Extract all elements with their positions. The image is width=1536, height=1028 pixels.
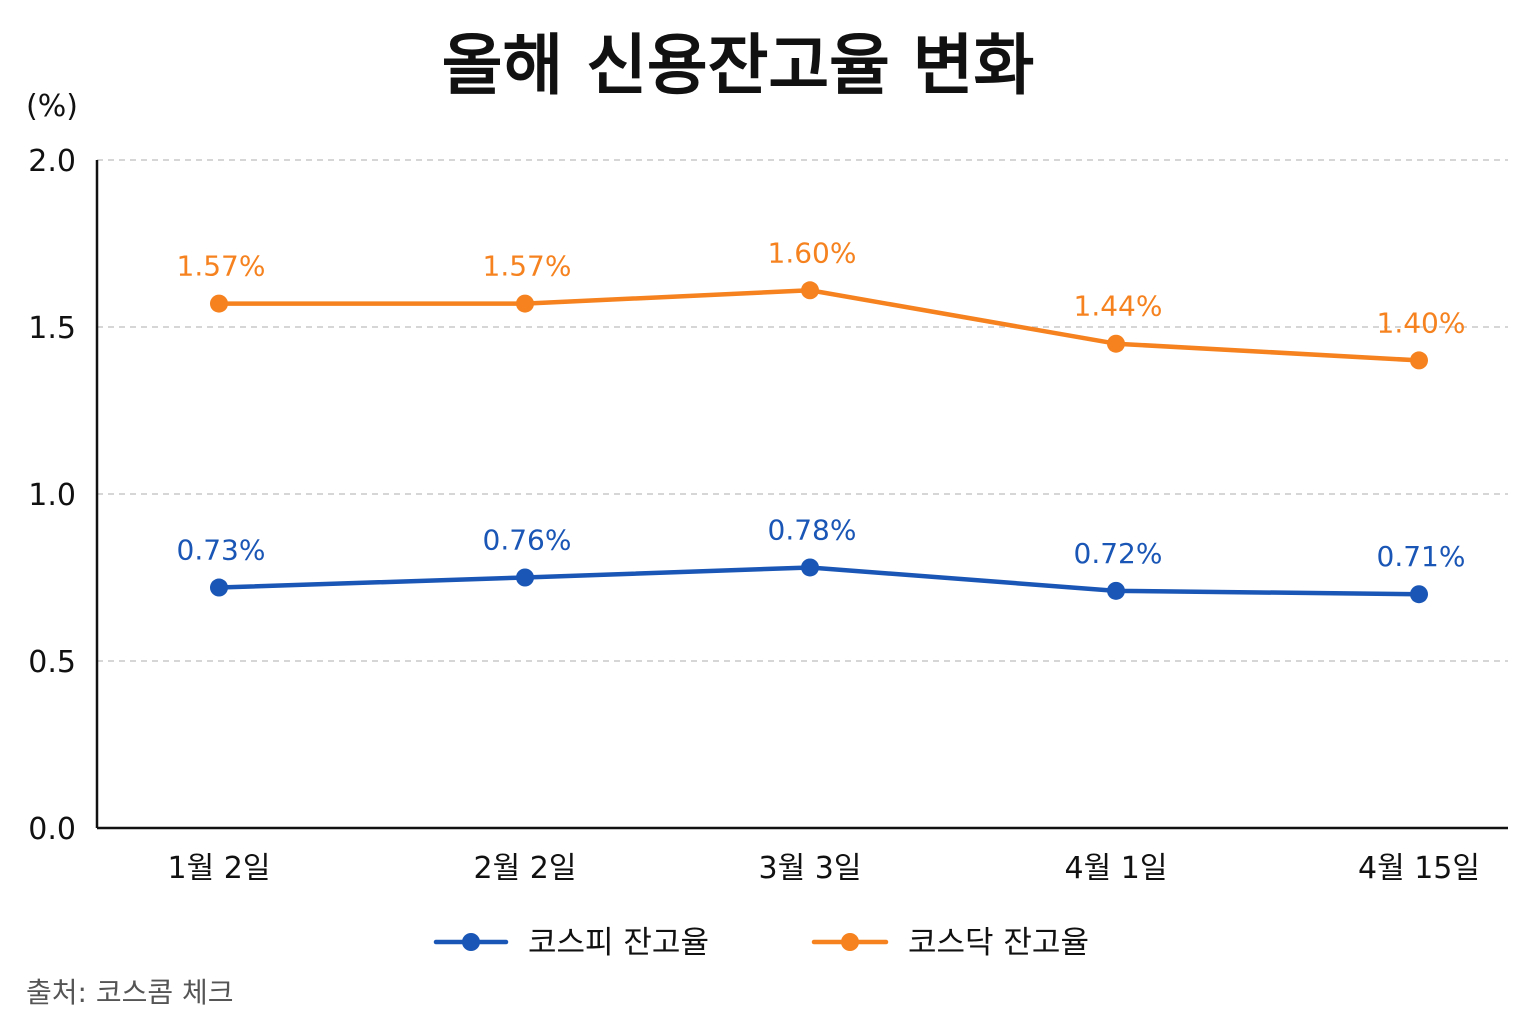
data-point xyxy=(801,281,819,300)
grid-layer xyxy=(97,159,1508,662)
chart-title: 올해 신용잔고율 변화 xyxy=(442,27,1034,104)
source-note: 출처: 코스콤 체크 xyxy=(26,976,234,1009)
y-tick-label: 0.0 xyxy=(28,812,76,847)
x-tick-label: 2월 2일 xyxy=(474,851,577,886)
data-point xyxy=(1410,585,1428,604)
data-label: 1.57% xyxy=(177,250,266,283)
data-point xyxy=(210,294,228,313)
axis-layer: 0.0 0.5 1.0 1.5 2.0 1월 2일 2월 2일 3월 3일 4월 1일 4월 15… xyxy=(28,144,1508,886)
data-label: 1.60% xyxy=(768,236,857,269)
data-point xyxy=(1107,581,1125,600)
data-point xyxy=(210,578,228,597)
series-line xyxy=(216,288,1422,363)
data-point xyxy=(516,294,534,313)
x-tick-label: 3월 3일 xyxy=(759,851,862,886)
data-label: 1.57% xyxy=(483,250,572,283)
y-tick-label: 2.0 xyxy=(28,144,76,179)
series-layer: 0.73% 0.76% 0.78% 0.72% 0.71% 1.57% 1.57% 1.60%… xyxy=(177,236,1466,604)
x-tick-label: 4월 15일 xyxy=(1358,851,1480,886)
legend-swatch-marker xyxy=(462,933,480,951)
data-point xyxy=(1410,351,1428,370)
legend: 코스피 잔고율 코스닥 잔고율 xyxy=(433,925,1089,961)
data-label: 1.44% xyxy=(1074,290,1163,323)
x-tick-label: 1월 2일 xyxy=(168,851,271,886)
data-label: 0.73% xyxy=(177,534,266,567)
legend-label: 코스닥 잔고율 xyxy=(908,925,1089,961)
data-label: 0.76% xyxy=(483,524,572,557)
data-label: 1.40% xyxy=(1377,306,1466,339)
legend-swatch-marker xyxy=(841,933,859,951)
data-point xyxy=(1107,334,1125,353)
x-tick-label: 4월 1일 xyxy=(1065,851,1168,886)
data-label: 0.72% xyxy=(1074,537,1163,570)
series-line xyxy=(216,565,1422,597)
data-point xyxy=(801,558,819,577)
data-point xyxy=(516,568,534,587)
y-tick-label: 1.0 xyxy=(28,478,76,513)
data-label: 0.71% xyxy=(1377,540,1466,573)
y-tick-label: 0.5 xyxy=(28,645,76,680)
y-tick-label: 1.5 xyxy=(28,311,76,346)
legend-label: 코스피 잔고율 xyxy=(528,925,709,961)
data-label: 0.78% xyxy=(768,513,857,546)
y-unit-label: (%) xyxy=(26,89,78,124)
